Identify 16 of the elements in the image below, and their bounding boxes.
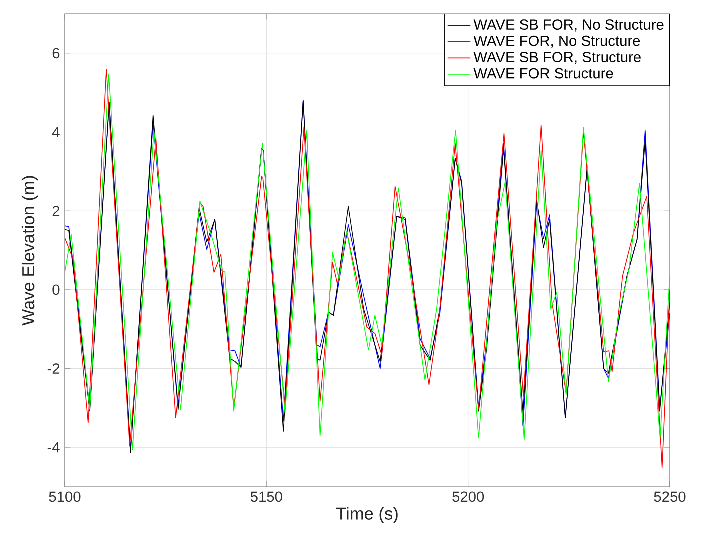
y-tick-label: 4 [52, 127, 60, 138]
y-tick-label: -4 [48, 442, 60, 453]
x-tick-label: 5250 [654, 492, 686, 502]
x-tick-label: 5150 [250, 492, 282, 502]
y-tick-label: 0 [52, 284, 60, 296]
y-tick-label: 6 [52, 48, 60, 59]
x-axis-title: Time (s) [336, 507, 398, 524]
legend-label: WAVE FOR, No Structure [474, 36, 640, 48]
x-tick-label: 5100 [49, 492, 81, 502]
legend-label: WAVE SB FOR, Structure [474, 52, 641, 64]
y-tick-label: 2 [52, 206, 60, 216]
x-tick-label: 5200 [452, 492, 484, 502]
y-tick-label: -2 [48, 364, 60, 374]
y-axis-title: Wave Elevation (m) [22, 176, 38, 326]
legend-label: WAVE FOR Structure [474, 68, 614, 79]
legend-label: WAVE SB FOR, No Structure [474, 20, 664, 32]
